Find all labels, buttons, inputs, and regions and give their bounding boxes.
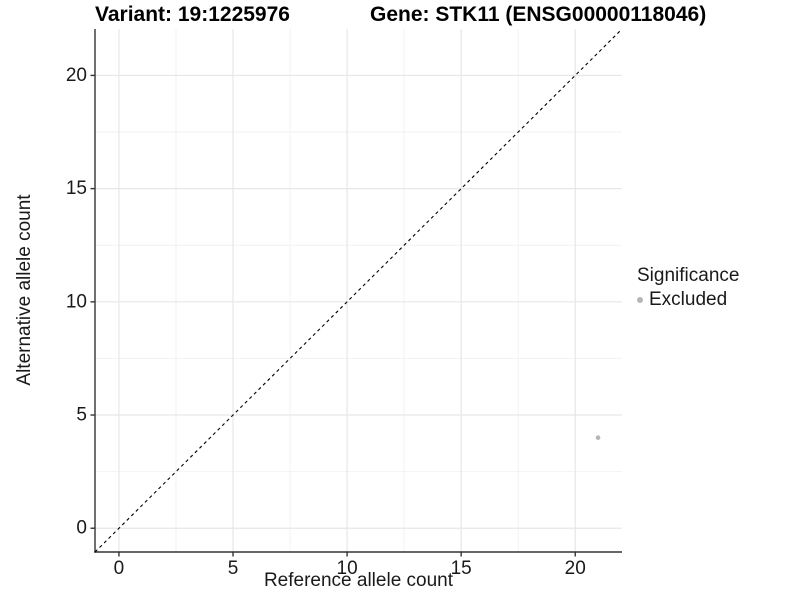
- svg-text:0: 0: [76, 518, 87, 539]
- svg-text:10: 10: [66, 291, 87, 312]
- svg-text:10: 10: [337, 558, 358, 579]
- svg-text:20: 20: [565, 558, 586, 579]
- legend-title: Significance: [637, 265, 740, 286]
- gene-title: Gene: STK11 (ENSG00000118046): [370, 3, 707, 26]
- svg-text:15: 15: [451, 558, 472, 579]
- svg-text:5: 5: [228, 558, 239, 579]
- x-axis-title: Reference allele count: [263, 570, 454, 591]
- variant-title: Variant: 19:1225976: [95, 3, 290, 26]
- svg-text:20: 20: [66, 65, 87, 86]
- svg-text:0: 0: [114, 558, 125, 579]
- legend-item-label: Excluded: [649, 289, 728, 310]
- legend-point-icon: [637, 297, 643, 303]
- svg-text:5: 5: [76, 405, 87, 426]
- svg-text:15: 15: [66, 178, 87, 199]
- legend-item-excluded: Excluded: [637, 290, 739, 310]
- y-axis-title: Alternative allele count: [14, 194, 35, 386]
- legend: Significance Excluded: [637, 266, 739, 310]
